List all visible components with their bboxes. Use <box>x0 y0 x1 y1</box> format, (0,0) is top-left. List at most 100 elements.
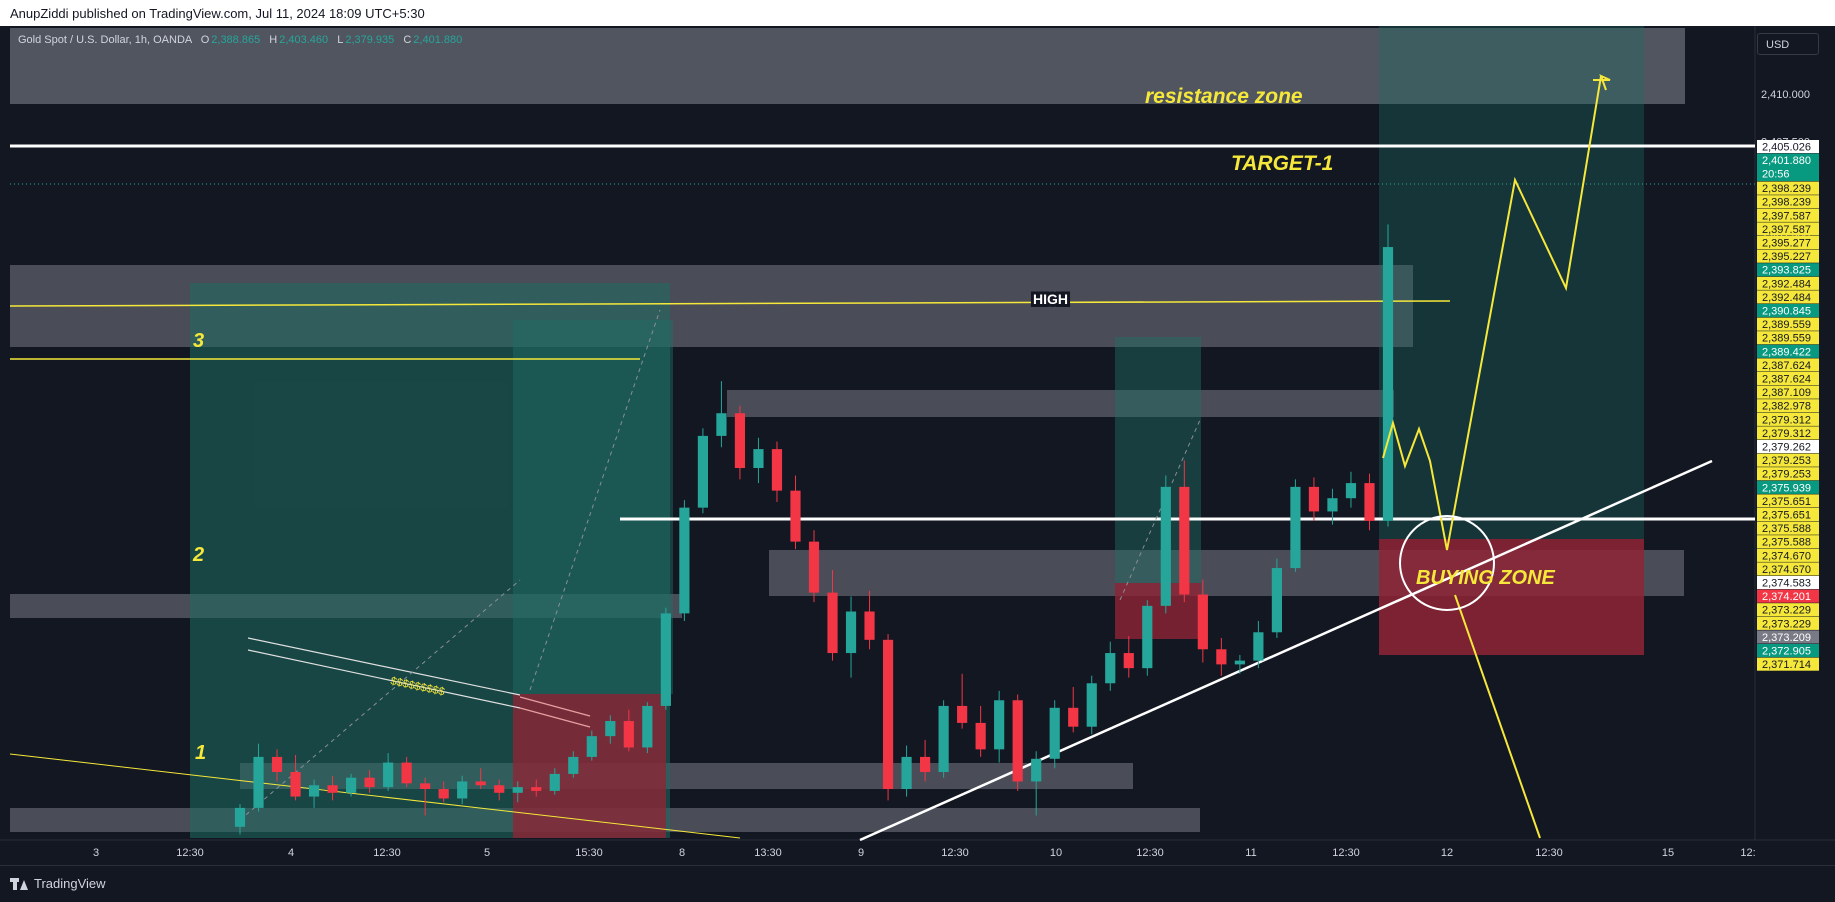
high-label-key: H <box>269 34 278 46</box>
price-axis-badge <box>1757 195 1819 209</box>
price-axis-badge <box>1757 630 1819 644</box>
candle-body <box>475 781 486 786</box>
forecast-layer <box>1382 74 1611 839</box>
open-value: 2,388.865 <box>211 34 261 46</box>
price-axis-badge-text: 2,379.253 <box>1762 469 1811 481</box>
price-axis-badge-text: 2,371.714 <box>1762 659 1811 671</box>
price-axis-badge <box>1757 589 1819 603</box>
candle-body <box>1290 486 1301 569</box>
resistance-zone-box <box>10 28 1685 104</box>
price-axis-badge-text: 2,387.624 <box>1762 360 1811 372</box>
price-axis-badge-text: 2,390.845 <box>1762 306 1811 318</box>
candle-body <box>1068 707 1079 727</box>
buying-zone-loss-box <box>1379 539 1644 655</box>
candle-body <box>549 773 560 791</box>
low-label-key: L <box>337 34 344 46</box>
price-axis-badge <box>1757 616 1819 630</box>
candle-body <box>531 787 542 791</box>
candle-body <box>808 541 820 593</box>
price-axis[interactable]: 2,410.0002,407.5002,402.5002,405.0262,40… <box>1757 89 1819 671</box>
price-axis-badge-text: 2,374.201 <box>1762 591 1811 603</box>
price-axis-badge-text: 2,375.651 <box>1762 496 1811 508</box>
price-axis-badge <box>1757 453 1819 467</box>
time-axis[interactable]: 3 12:30 4 12:30 5 15:30 8 13:30 9 12:30 10 12:30 11 1… <box>93 847 1756 859</box>
price-axis-badge <box>1757 521 1819 535</box>
time-tick-label: 15 <box>1662 847 1674 859</box>
wave-label-3: 3 <box>193 330 204 352</box>
resistance-zone-label: resistance zone <box>1145 85 1303 108</box>
price-axis-badge <box>1757 576 1819 590</box>
candle-body <box>494 785 505 793</box>
candle-body <box>327 785 338 793</box>
candle-body <box>1012 700 1023 782</box>
time-tick-label: 8 <box>679 847 685 859</box>
candle-body <box>1142 605 1153 669</box>
long-box-2-loss <box>513 694 666 838</box>
time-tick-label: 13:30 <box>754 847 782 859</box>
price-axis-badge-text: 2,379.262 <box>1762 442 1811 454</box>
candle-body <box>568 756 579 774</box>
price-axis-badge-text: 2,373.209 <box>1762 632 1811 644</box>
symbol-legend: Gold Spot / U.S. Dollar, 1h, OANDA O 2,38… <box>18 34 462 46</box>
time-tick-label: 5 <box>484 847 490 859</box>
price-axis-badge <box>1757 249 1819 263</box>
candle-body <box>660 613 671 706</box>
price-axis-badge <box>1757 603 1819 617</box>
low-value: 2,379.935 <box>345 34 395 46</box>
price-axis-badge-text: 2,395.277 <box>1762 238 1811 250</box>
candle-body <box>1123 653 1134 669</box>
wedge-bottom <box>247 649 521 709</box>
candle-body <box>605 721 616 737</box>
candle-body <box>1308 486 1320 512</box>
candle-body <box>512 787 523 793</box>
forecast-down-path <box>1454 594 1541 839</box>
dashed-diag-3 <box>1119 419 1201 601</box>
price-axis-badge-text: 2,393.825 <box>1762 265 1811 277</box>
candle-body <box>771 449 783 491</box>
buying-zone-circle <box>1399 515 1495 611</box>
price-axis-badge <box>1757 412 1819 426</box>
price-axis-badge <box>1757 372 1819 386</box>
price-axis-badge-text: 2,372.905 <box>1762 646 1811 658</box>
candle-body <box>975 722 986 750</box>
target-profit-box <box>1379 26 1644 539</box>
price-axis-badge-text: 2,389.559 <box>1762 333 1811 345</box>
tradingview-logo[interactable]: TradingView <box>10 876 106 891</box>
candle-body <box>1086 683 1097 727</box>
forecast-arrow-up <box>1593 74 1611 91</box>
price-axis-badge-text: 2,375.588 <box>1762 537 1811 549</box>
wave-label-1: 1 <box>195 742 206 764</box>
candle-body <box>420 783 431 790</box>
high-line <box>9 300 1451 307</box>
candle-body <box>364 777 375 788</box>
candle-body <box>753 449 764 468</box>
price-axis-badge-text: 2,373.229 <box>1762 618 1811 630</box>
forecast-up-path <box>1382 75 1602 551</box>
price-axis-badge <box>1757 344 1819 358</box>
price-axis-badge <box>1757 467 1819 481</box>
price-axis-badge <box>1757 236 1819 250</box>
time-tick-label: 3 <box>93 847 99 859</box>
price-axis-badge-text: 2,382.978 <box>1762 401 1811 413</box>
price-axis-badge-text: 2,401.880 <box>1762 155 1811 167</box>
price-axis-badge <box>1757 440 1819 454</box>
price-axis-badge-text: 2,373.229 <box>1762 605 1811 617</box>
price-axis-badge <box>1757 385 1819 399</box>
currency-selector[interactable]: USD <box>1757 33 1819 55</box>
price-axis-badge-text: 2,398.239 <box>1762 197 1811 209</box>
candle-body <box>401 762 412 784</box>
candle-body <box>1345 483 1357 499</box>
price-axis-badge-text: 2,379.253 <box>1762 455 1811 467</box>
price-axis-badge <box>1757 480 1819 494</box>
price-axis-badge-text: 2,374.583 <box>1762 578 1811 590</box>
candle-body <box>586 736 597 757</box>
candle-body <box>734 413 746 468</box>
price-axis-badge <box>1757 140 1819 154</box>
target-label: TARGET-1 <box>1231 152 1333 175</box>
candle-body <box>994 700 1005 750</box>
price-axis-badge <box>1757 399 1819 413</box>
candle-body <box>346 777 357 793</box>
candle-body <box>1031 758 1042 782</box>
symbol-name: Gold Spot / U.S. Dollar, 1h, OANDA <box>18 34 192 46</box>
